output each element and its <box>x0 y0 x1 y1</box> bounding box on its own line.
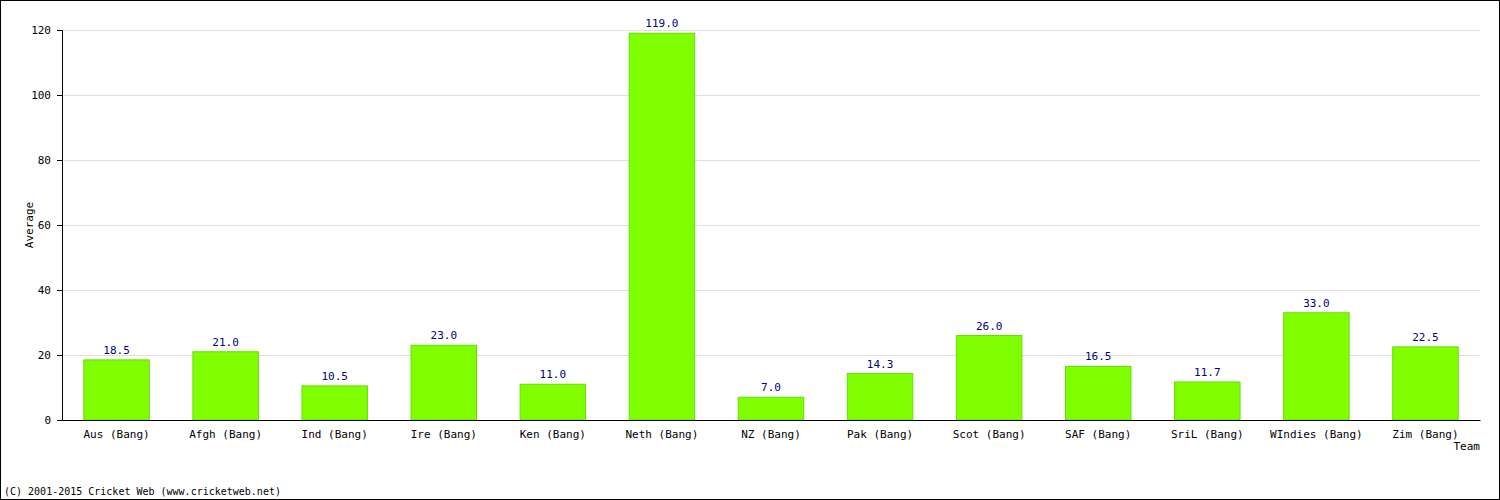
y-tick-label: 100 <box>31 89 51 102</box>
plot: 0 20 40 60 80 100 120 Aus (Bang) Afgh (Bang) Ind … <box>31 17 1480 441</box>
data-label: 26.0 <box>976 320 1003 333</box>
grid-line <box>62 160 1480 161</box>
footer: (C) 2001-2015 Cricket Web (www.cricketwe… <box>4 486 281 497</box>
bar <box>411 345 476 420</box>
data-labels: 18.5 21.0 10.5 23.0 11.0 119.0 7.0 14.3 26.0 16.5… <box>103 17 1438 394</box>
data-label: 10.5 <box>321 370 348 383</box>
x-tick: Neth (Bang) <box>625 420 698 441</box>
x-tick: SAF (Bang) <box>1065 420 1131 441</box>
x-tick-label: Neth (Bang) <box>625 428 698 441</box>
x-tick-label: SriL (Bang) <box>1171 428 1244 441</box>
x-tick-label: Ire (Bang) <box>411 428 477 441</box>
bars <box>84 33 1458 420</box>
bar <box>956 336 1021 421</box>
grid-line <box>62 30 1480 31</box>
y-axis-title: Average <box>23 202 36 248</box>
x-tick: SriL (Bang) <box>1171 420 1244 441</box>
y-tick-label: 20 <box>38 349 51 362</box>
x-tick: Zim (Bang) <box>1392 420 1458 441</box>
bar <box>847 374 912 420</box>
y-tick-label: 120 <box>31 24 51 37</box>
y-tick: 100 <box>31 89 62 102</box>
chart: 0 20 40 60 80 100 120 Aus (Bang) Afgh (Bang) Ind … <box>0 0 1500 500</box>
frame <box>1 1 1500 500</box>
x-axis-title: Team <box>1454 440 1481 453</box>
x-tick-label: Zim (Bang) <box>1392 428 1458 441</box>
bar <box>1066 366 1131 420</box>
x-axis-line <box>63 420 1481 421</box>
y-tick: 0 <box>44 414 62 427</box>
y-tick-mark <box>57 160 62 161</box>
y-tick-label: 60 <box>38 219 51 232</box>
bar <box>520 384 585 420</box>
y-tick-mark <box>57 30 62 31</box>
y-tick-label: 80 <box>38 154 51 167</box>
x-tick: Ire (Bang) <box>411 420 477 441</box>
y-tick: 60 <box>38 219 62 232</box>
y-tick-mark <box>57 290 62 291</box>
bar <box>629 33 694 420</box>
bar <box>193 352 258 420</box>
bar <box>84 360 149 420</box>
x-tick-label: WIndies (Bang) <box>1270 428 1363 441</box>
x-tick: Ken (Bang) <box>520 420 586 441</box>
grid-line <box>62 225 1480 226</box>
data-label: 18.5 <box>103 344 129 357</box>
x-tick-label: Ken (Bang) <box>520 428 586 441</box>
y-axis-line <box>57 31 63 421</box>
y-tick-mark <box>57 420 62 421</box>
bar <box>738 397 803 420</box>
grid-line <box>62 420 1480 421</box>
grid <box>62 31 1480 421</box>
data-label: 11.7 <box>1194 366 1221 379</box>
data-label: 33.0 <box>1303 297 1330 310</box>
x-tick-label: Aus (Bang) <box>83 428 149 441</box>
x-tick-label: Pak (Bang) <box>847 428 913 441</box>
x-tick-label: Scot (Bang) <box>953 428 1026 441</box>
x-axis: Aus (Bang) Afgh (Bang) Ind (Bang) Ire (Bang… <box>63 420 1481 441</box>
x-tick: NZ (Bang) <box>741 420 801 441</box>
x-tick: Aus (Bang) <box>83 420 149 441</box>
data-label: 16.5 <box>1085 350 1112 363</box>
bar <box>1175 382 1240 420</box>
y-tick-mark <box>57 225 62 226</box>
grid-line <box>62 290 1480 291</box>
x-tick: Scot (Bang) <box>953 420 1026 441</box>
data-label: 23.0 <box>431 329 458 342</box>
data-label: 7.0 <box>761 381 781 394</box>
y-tick: 40 <box>38 284 62 297</box>
x-tick-label: SAF (Bang) <box>1065 428 1131 441</box>
x-tick: WIndies (Bang) <box>1270 420 1363 441</box>
grid-line <box>62 355 1480 356</box>
y-tick-label: 0 <box>44 414 51 427</box>
bar <box>1393 347 1458 420</box>
data-label: 14.3 <box>867 358 894 371</box>
y-tick: 80 <box>38 154 62 167</box>
y-tick: 20 <box>38 349 62 362</box>
x-tick-label: Afgh (Bang) <box>189 428 262 441</box>
data-label: 21.0 <box>212 336 239 349</box>
grid-line <box>62 95 1480 96</box>
x-tick: Pak (Bang) <box>847 420 913 441</box>
y-tick: 120 <box>31 24 62 37</box>
bar <box>302 386 367 420</box>
y-tick-mark <box>57 355 62 356</box>
data-label: 11.0 <box>540 368 567 381</box>
data-label: 119.0 <box>645 17 678 30</box>
x-tick-label: Ind (Bang) <box>302 428 368 441</box>
data-label: 22.5 <box>1412 331 1439 344</box>
x-tick: Ind (Bang) <box>302 420 368 441</box>
bar <box>1284 313 1349 420</box>
x-tick-label: NZ (Bang) <box>741 428 801 441</box>
x-tick: Afgh (Bang) <box>189 420 262 441</box>
y-tick-mark <box>57 95 62 96</box>
y-tick-label: 40 <box>38 284 51 297</box>
